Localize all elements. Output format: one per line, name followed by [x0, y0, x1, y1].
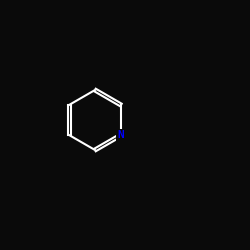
- Text: N: N: [118, 130, 124, 140]
